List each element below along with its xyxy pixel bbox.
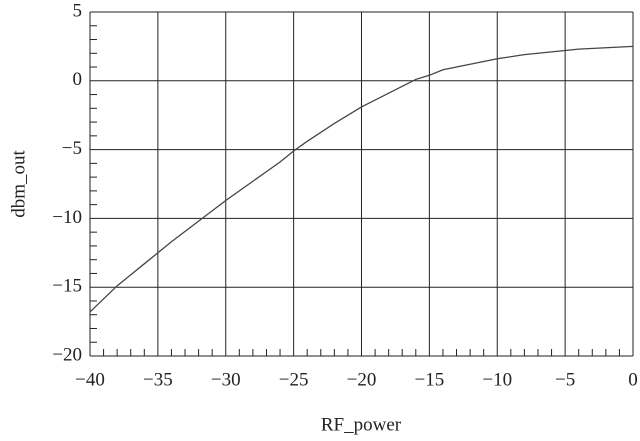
x-axis-title: RF_power: [321, 414, 402, 435]
x-tick-label: −30: [211, 369, 241, 390]
x-tick-label: −35: [143, 369, 173, 390]
y-tick-label: −15: [52, 276, 82, 297]
y-tick-label: −10: [52, 207, 82, 228]
y-tick-label: 0: [73, 69, 83, 90]
y-tick-label: −5: [62, 138, 82, 159]
x-tick-label: −5: [555, 369, 575, 390]
x-tick-label: −15: [415, 369, 445, 390]
x-tick-label: 0: [628, 369, 638, 390]
y-tick-label: 5: [73, 0, 83, 21]
y-axis-title: dbm_out: [8, 150, 29, 218]
x-tick-label: −40: [75, 369, 105, 390]
x-tick-label: −25: [279, 369, 309, 390]
x-tick-label: −20: [347, 369, 377, 390]
x-tick-label: −10: [482, 369, 512, 390]
data-line: [89, 45, 634, 313]
y-tick-label: −20: [52, 344, 82, 365]
